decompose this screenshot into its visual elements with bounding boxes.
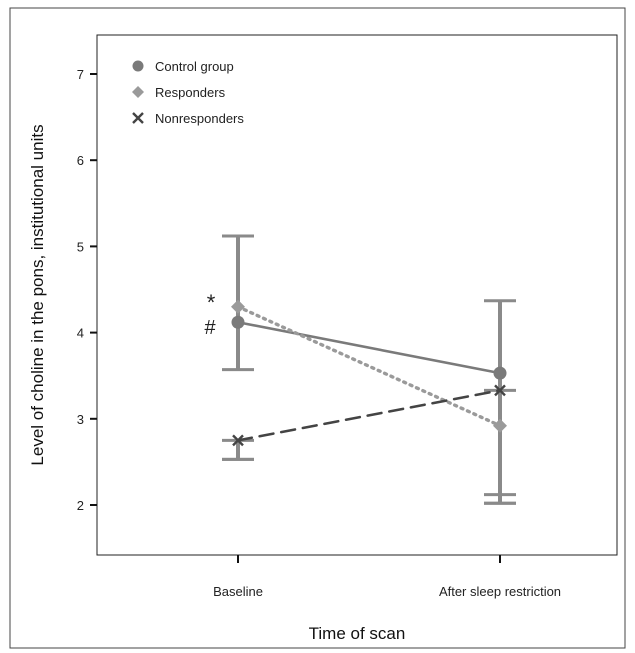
- x-tick-label: Baseline: [213, 584, 263, 599]
- y-axis-title: Level of choline in the pons, institutio…: [28, 124, 47, 465]
- series-marks: [222, 234, 516, 505]
- legend: Control group Responders Nonresponders: [132, 59, 244, 126]
- data-point: [494, 384, 506, 397]
- data-point: [493, 418, 507, 433]
- x-axis-title: Time of scan: [309, 624, 406, 643]
- y-tick-label: 5: [77, 239, 84, 254]
- legend-label-control: Control group: [155, 59, 234, 74]
- y-tick-label: 6: [77, 153, 84, 168]
- significance-asterisk: *: [207, 290, 216, 315]
- data-point: [231, 299, 245, 314]
- legend-label-responders: Responders: [155, 85, 226, 100]
- series-line: [236, 305, 502, 428]
- figure-border: [9, 7, 626, 649]
- x-axis: Baseline After sleep restriction: [213, 555, 561, 599]
- legend-diamond-icon: [132, 86, 144, 98]
- data-point: [232, 434, 244, 447]
- legend-x-icon: [132, 112, 144, 124]
- data-point: [231, 315, 245, 329]
- plot-border: [96, 34, 618, 556]
- series-line: [236, 320, 502, 375]
- y-tick-label: 2: [77, 498, 84, 513]
- significance-hash: #: [204, 317, 216, 339]
- x-tick-label: After sleep restriction: [439, 584, 561, 599]
- y-tick-label: 3: [77, 412, 84, 427]
- series-line: [236, 389, 502, 442]
- data-point: [493, 366, 507, 380]
- y-tick-label: 7: [77, 67, 84, 82]
- y-tick-label: 4: [77, 326, 84, 341]
- legend-circle-icon: [132, 60, 144, 72]
- y-axis: 2 3 4 5 6 7: [77, 67, 97, 513]
- legend-label-nonresponders: Nonresponders: [155, 111, 244, 126]
